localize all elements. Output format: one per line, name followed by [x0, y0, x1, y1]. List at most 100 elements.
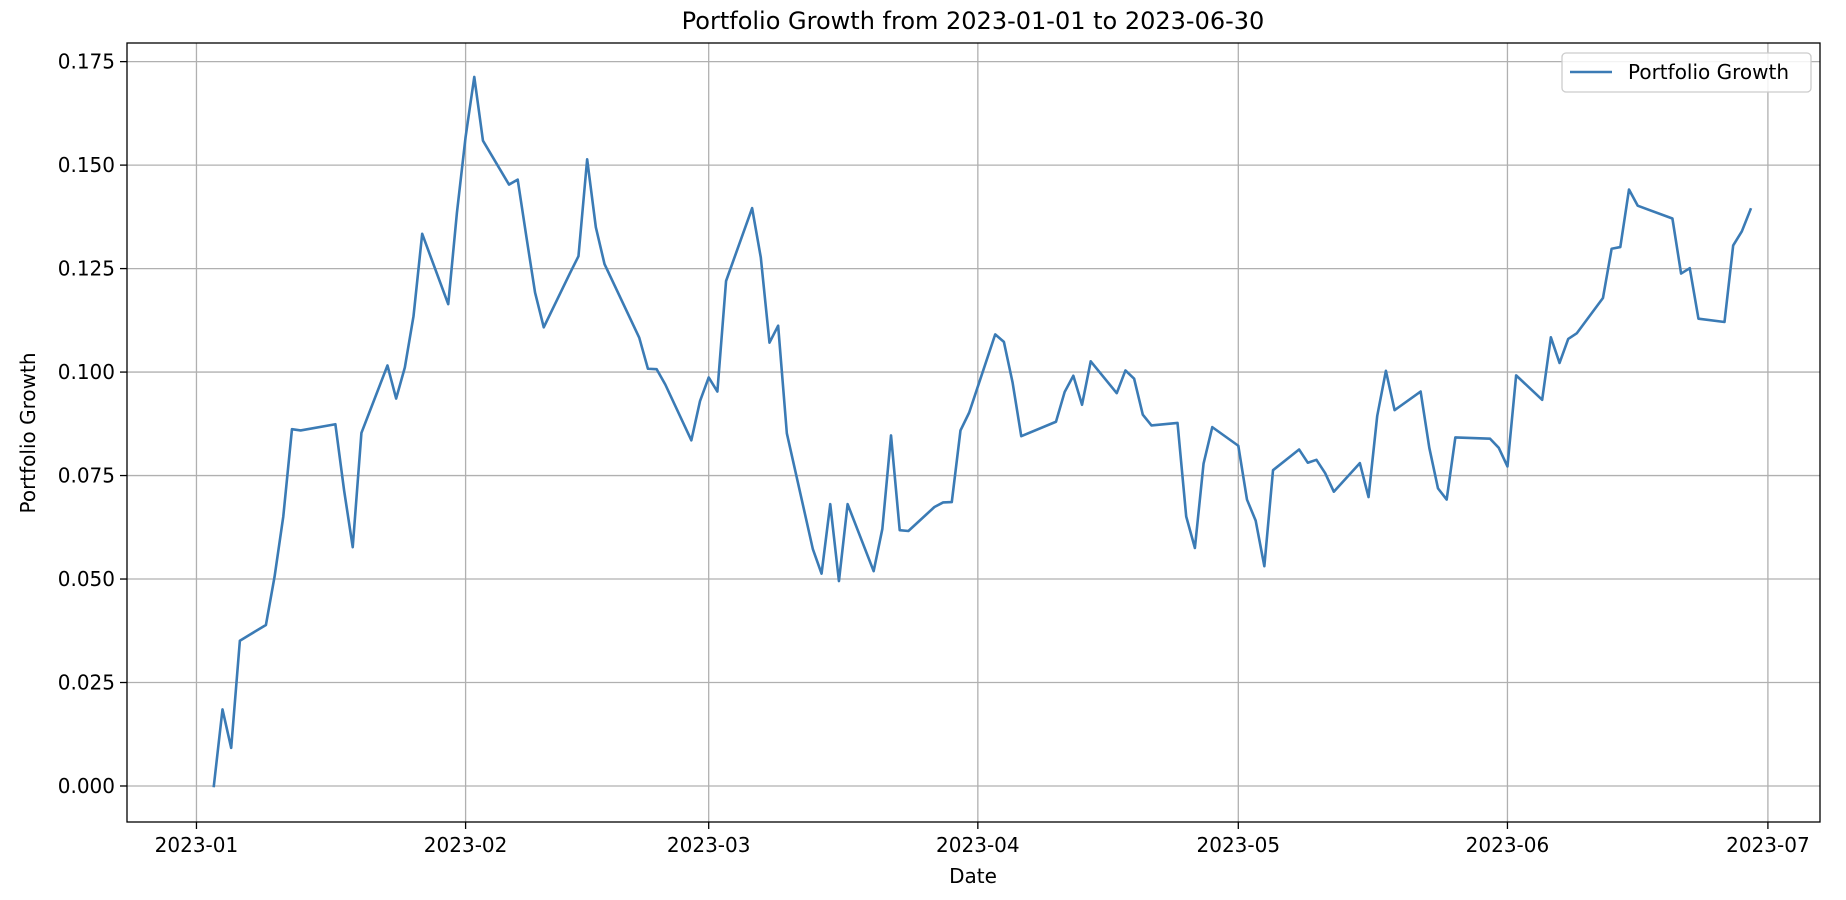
data-point	[1741, 230, 1744, 233]
data-point	[213, 785, 216, 788]
x-tick-label: 2023-07	[1726, 833, 1810, 857]
data-point	[1072, 374, 1075, 377]
data-point	[647, 367, 650, 370]
data-point	[1454, 436, 1457, 439]
chart-title: Portfolio Growth from 2023-01-01 to 2023…	[682, 7, 1265, 35]
y-tick-label: 0.100	[58, 360, 115, 384]
data-point	[1697, 317, 1700, 320]
y-axis-label: Portfolio Growth	[16, 352, 40, 513]
legend: Portfolio Growth	[1561, 52, 1812, 93]
data-point	[1202, 462, 1205, 465]
data-point	[473, 76, 476, 79]
y-axis-ticks: 0.000 0.025 0.050 0.075 0.100 0.125 0.150 0.175	[58, 50, 127, 798]
legend-entry-label: Portfolio Growth	[1628, 60, 1789, 84]
data-point	[950, 501, 953, 504]
data-point	[1263, 565, 1266, 568]
data-point	[343, 489, 346, 492]
data-point	[586, 158, 589, 161]
x-tick-label: 2023-04	[936, 833, 1020, 857]
data-point	[1176, 422, 1179, 425]
data-point	[1272, 469, 1275, 472]
data-point	[1515, 374, 1518, 377]
data-point	[456, 211, 459, 214]
data-point	[898, 529, 901, 532]
data-point	[907, 530, 910, 533]
data-point	[603, 263, 606, 266]
data-point	[1246, 498, 1249, 501]
data-point	[716, 390, 719, 393]
y-tick-label: 0.150	[58, 153, 115, 177]
data-point	[933, 506, 936, 509]
data-point	[881, 528, 884, 531]
data-point	[395, 397, 398, 400]
data-point	[482, 139, 485, 142]
data-point	[812, 548, 815, 551]
data-point	[421, 233, 424, 236]
data-point	[1254, 519, 1257, 522]
data-point	[239, 639, 242, 642]
data-point	[777, 324, 780, 327]
data-point	[221, 708, 224, 711]
series-line-portfolio-growth	[212, 75, 1753, 788]
x-axis-label: Date	[949, 864, 997, 888]
plot-frame	[126, 42, 1821, 823]
data-point	[1333, 490, 1336, 493]
data-point	[291, 428, 294, 431]
x-tick-label: 2023-02	[424, 833, 508, 857]
data-point	[690, 439, 693, 442]
data-point	[968, 411, 971, 414]
data-point	[1428, 447, 1431, 450]
series-layer	[212, 75, 1753, 788]
y-tick-label: 0.075	[58, 464, 115, 488]
data-point	[699, 400, 702, 403]
data-point	[1610, 247, 1613, 250]
y-tick-label: 0.025	[58, 671, 115, 695]
data-point	[1063, 391, 1066, 394]
data-point	[1732, 244, 1735, 247]
data-point	[1359, 462, 1362, 465]
data-point	[1445, 498, 1448, 501]
data-point	[786, 432, 789, 435]
data-point	[1003, 341, 1006, 344]
data-point	[1306, 461, 1309, 464]
data-point	[595, 226, 598, 229]
data-point	[1150, 424, 1153, 427]
data-point	[1115, 392, 1118, 395]
data-point	[1567, 338, 1570, 341]
data-point	[1437, 487, 1440, 490]
data-point	[1211, 426, 1214, 429]
data-point	[1376, 415, 1379, 418]
data-point	[508, 183, 511, 186]
x-tick-label: 2023-01	[155, 833, 239, 857]
data-point	[1749, 208, 1752, 211]
data-point	[1133, 377, 1136, 380]
data-point	[412, 315, 415, 318]
data-point	[1680, 272, 1683, 275]
data-point	[334, 423, 337, 426]
data-point	[1367, 496, 1370, 499]
data-point	[1576, 332, 1579, 335]
data-point	[542, 326, 545, 329]
data-point	[1315, 459, 1318, 462]
data-point	[751, 207, 754, 210]
data-point	[759, 256, 762, 259]
data-point	[820, 572, 823, 575]
data-point	[1185, 515, 1188, 518]
data-point	[273, 575, 276, 578]
data-point	[1489, 437, 1492, 440]
data-point	[230, 747, 233, 750]
data-point	[1055, 420, 1058, 423]
data-point	[1550, 336, 1553, 339]
data-point	[1011, 381, 1014, 384]
data-point	[360, 432, 363, 435]
x-tick-label: 2023-06	[1466, 833, 1550, 857]
data-point	[707, 376, 710, 379]
data-point	[265, 624, 268, 627]
data-point	[638, 336, 641, 339]
data-point	[577, 255, 580, 258]
data-point	[1237, 444, 1240, 447]
data-point	[464, 136, 467, 139]
data-point	[1602, 297, 1605, 300]
data-point	[568, 272, 571, 275]
data-point	[1298, 448, 1301, 451]
